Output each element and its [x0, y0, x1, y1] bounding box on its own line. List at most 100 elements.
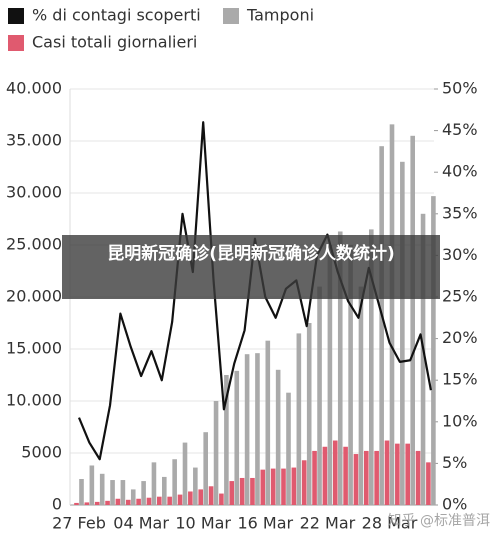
- y-tick-label: 15.000: [6, 339, 62, 358]
- y2-tick-label: 0%: [442, 495, 467, 514]
- bar: [239, 477, 245, 505]
- bar: [79, 479, 84, 505]
- bar: [337, 231, 343, 506]
- bar: [213, 401, 219, 505]
- x-tick-label: 28 Mar: [362, 514, 418, 533]
- bar: [327, 245, 333, 505]
- y2-tick-label: 25%: [442, 287, 478, 306]
- banner: 昆明新冠确诊(昆明新冠确诊人数统计): [62, 235, 440, 299]
- bar: [364, 450, 369, 505]
- bar: [317, 286, 322, 505]
- bar: [343, 446, 348, 505]
- bar: [224, 375, 229, 505]
- bar: [188, 491, 193, 505]
- y-tick-label: 20.000: [6, 287, 62, 306]
- bar: [255, 353, 260, 505]
- bar: [208, 486, 214, 505]
- bar: [229, 481, 235, 505]
- bar: [125, 499, 131, 505]
- bar: [130, 489, 136, 505]
- bar: [400, 161, 405, 506]
- bar: [151, 462, 157, 505]
- bar: [301, 460, 307, 505]
- legend-label: Tamponi: [246, 6, 314, 25]
- bar: [167, 496, 172, 505]
- x-tick-label: 04 Mar: [113, 514, 169, 533]
- bar: [162, 476, 167, 505]
- bar: [296, 333, 302, 505]
- bar: [332, 440, 338, 505]
- x-tick-label: 27 Feb: [52, 514, 106, 533]
- legend-label: % di contagi scoperti: [32, 6, 201, 25]
- bar: [312, 450, 317, 505]
- bar: [286, 392, 291, 505]
- y2-tick-label: 40%: [442, 162, 478, 181]
- y2-tick-label: 15%: [442, 370, 478, 389]
- bar: [182, 442, 188, 505]
- bar: [281, 468, 286, 505]
- bar: [198, 489, 203, 505]
- bar: [275, 369, 281, 505]
- bar: [99, 473, 105, 505]
- legend-swatch: [8, 35, 24, 51]
- bar: [306, 323, 312, 505]
- bar: [265, 340, 271, 505]
- bar: [89, 465, 95, 505]
- bar: [177, 494, 183, 505]
- legend-swatch: [223, 8, 239, 24]
- bar: [384, 440, 390, 505]
- y-tick-label: 5000: [21, 443, 62, 462]
- bar: [94, 501, 100, 505]
- bar: [172, 459, 177, 505]
- bar: [141, 481, 146, 505]
- bar: [415, 450, 421, 505]
- x-tick-label: 22 Mar: [300, 514, 356, 533]
- x-tick-label: 16 Mar: [237, 514, 293, 533]
- legend-label: Casi totali giornalieri: [32, 33, 197, 52]
- bar: [420, 213, 426, 506]
- bar: [426, 462, 431, 505]
- y2-tick-label: 50%: [442, 79, 478, 98]
- bar: [74, 502, 79, 505]
- bar: [291, 467, 297, 505]
- bar: [110, 480, 115, 505]
- y2-tick-label: 5%: [442, 453, 467, 472]
- y2-tick-label: 10%: [442, 411, 478, 430]
- y-tick-label: 0: [52, 495, 62, 514]
- bar: [203, 432, 208, 505]
- y-tick-label: 25.000: [6, 235, 62, 254]
- bar: [136, 498, 141, 505]
- bar: [358, 286, 364, 505]
- bar: [234, 370, 240, 505]
- y-tick-label: 35.000: [6, 131, 62, 150]
- bar: [322, 446, 328, 505]
- bar: [410, 135, 415, 506]
- x-tick-label: 10 Mar: [175, 514, 231, 533]
- bar: [219, 493, 224, 505]
- bar: [115, 498, 121, 505]
- bar: [84, 502, 90, 505]
- y-tick-label: 30.000: [6, 183, 62, 202]
- y-tick-label: 40.000: [6, 79, 62, 98]
- bar: [260, 469, 266, 505]
- bar: [379, 146, 384, 505]
- bar: [193, 467, 198, 505]
- legend-swatch: [8, 8, 24, 24]
- bar: [270, 468, 276, 505]
- bar: [244, 354, 250, 505]
- bar: [431, 196, 436, 505]
- bar: [105, 500, 110, 505]
- bar: [120, 480, 126, 505]
- y-tick-label: 10.000: [6, 391, 62, 410]
- y2-tick-label: 45%: [442, 120, 478, 139]
- y2-tick-label: 35%: [442, 203, 478, 222]
- bar: [250, 477, 255, 505]
- y2-tick-label: 30%: [442, 245, 478, 264]
- bar: [348, 245, 353, 505]
- y2-tick-label: 20%: [442, 328, 478, 347]
- watermark: 知乎 @标准普洱: [387, 513, 490, 529]
- bar: [395, 443, 400, 505]
- bar: [146, 497, 152, 505]
- bar: [369, 229, 374, 505]
